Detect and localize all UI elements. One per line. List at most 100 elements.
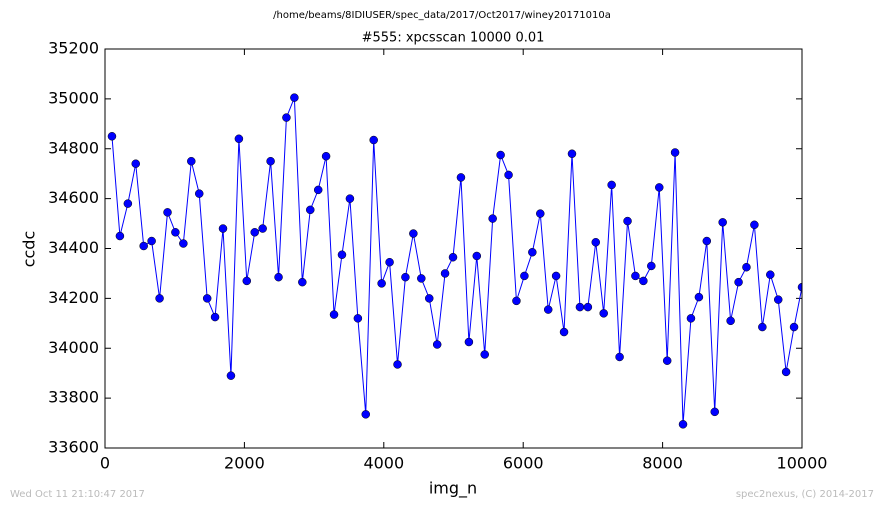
data-point — [163, 208, 172, 217]
data-point — [218, 224, 228, 233]
data-point — [409, 229, 418, 238]
data-point — [115, 231, 125, 241]
data-point — [528, 247, 537, 257]
data-point — [194, 189, 204, 198]
data-point — [734, 277, 743, 287]
footer-right: spec2nexus, (C) 2014-2017 — [736, 489, 874, 500]
data-point — [773, 295, 783, 304]
data-point — [337, 250, 347, 259]
data-point — [781, 367, 791, 377]
data-point — [543, 305, 553, 314]
data-point — [306, 205, 315, 215]
x-tick-label: 2000 — [224, 454, 265, 473]
data-point — [670, 148, 680, 157]
data-point — [210, 312, 220, 322]
data-point — [694, 292, 704, 302]
data-point — [520, 271, 529, 281]
y-tick-label: 35200 — [48, 39, 99, 58]
data-point — [488, 214, 497, 223]
x-tick-label: 4000 — [363, 454, 404, 473]
data-point — [559, 327, 569, 337]
data-point — [155, 294, 164, 303]
data-point — [353, 314, 363, 323]
data-point — [242, 276, 252, 286]
data-point — [123, 199, 133, 208]
data-point — [631, 271, 640, 281]
suptitle: /home/beams/8IDIUSER/spec_data/2017/Oct2… — [273, 10, 611, 21]
data-point — [678, 420, 688, 429]
data-point — [647, 261, 656, 271]
data-point — [361, 410, 370, 419]
data-point — [432, 340, 442, 349]
data-point — [329, 310, 339, 319]
data-point — [202, 294, 212, 303]
data-point — [536, 209, 545, 218]
footer-left: Wed Oct 11 21:10:47 2017 — [10, 489, 145, 500]
data-point — [718, 218, 727, 227]
x-tick-label: 6000 — [503, 454, 544, 473]
y-tick-label: 34000 — [48, 338, 99, 357]
data-point — [345, 194, 355, 203]
data-point — [424, 294, 434, 303]
data-point — [591, 238, 601, 247]
data-point — [179, 239, 188, 248]
y-tick-label: 35000 — [48, 88, 99, 107]
data-point — [401, 272, 410, 282]
data-point — [504, 170, 513, 180]
x-tick-label: 0 — [100, 454, 110, 473]
data-point — [282, 113, 291, 122]
chart-title: #555: xpcsscan 10000 0.01 — [362, 31, 545, 46]
y-axis-label: ccdc — [20, 231, 39, 268]
data-point — [702, 236, 712, 246]
data-point — [686, 314, 696, 323]
data-point — [575, 302, 585, 312]
data-point — [321, 151, 331, 161]
data-point — [147, 236, 156, 246]
data-point — [369, 135, 378, 145]
data-point — [448, 252, 458, 262]
y-tick-label: 34800 — [48, 138, 99, 157]
x-tick-label: 8000 — [642, 454, 683, 473]
data-point — [639, 276, 648, 286]
data-point — [496, 150, 505, 160]
data-point — [789, 322, 799, 332]
data-point — [623, 216, 632, 226]
data-point — [726, 316, 735, 326]
x-axis-label: img_n — [429, 479, 477, 499]
data-point — [385, 257, 394, 267]
data-point — [171, 228, 180, 237]
data-point — [258, 224, 267, 233]
data-point — [290, 93, 299, 102]
data-point — [567, 149, 577, 158]
y-tick-label: 34200 — [48, 288, 99, 307]
data-point — [226, 371, 236, 380]
y-tick-label: 33800 — [48, 388, 99, 407]
data-line — [111, 97, 802, 425]
data-point — [131, 159, 140, 168]
data-point — [298, 277, 307, 287]
data-point — [599, 309, 608, 318]
data-point — [583, 302, 593, 312]
data-point — [472, 251, 482, 261]
data-point — [393, 360, 402, 369]
data-point — [250, 228, 259, 237]
y-tick-label: 33600 — [48, 438, 99, 457]
data-point — [607, 180, 616, 190]
data-point — [766, 270, 775, 279]
data-point — [234, 134, 244, 144]
data-point — [139, 241, 148, 251]
data-point — [655, 183, 664, 192]
data-point — [377, 279, 386, 288]
data-point — [758, 322, 767, 332]
data-point — [187, 156, 196, 166]
data-point — [710, 407, 719, 417]
data-point — [107, 132, 117, 141]
data-point — [313, 185, 323, 195]
data-point — [417, 274, 426, 283]
data-point — [551, 271, 561, 281]
data-point — [662, 356, 672, 365]
data-point — [615, 352, 624, 362]
data-point — [742, 262, 751, 272]
